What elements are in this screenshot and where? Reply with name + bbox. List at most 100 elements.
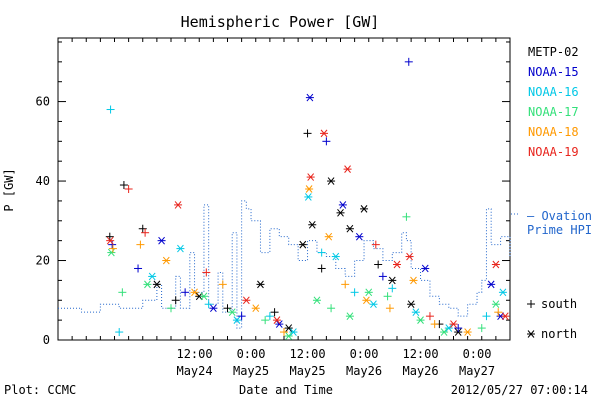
legend-entry-noaa-15: NOAA-15 xyxy=(528,65,579,79)
marker-stroke xyxy=(144,280,151,289)
x-tick-label: 12:00 xyxy=(402,347,438,361)
data-point-noaa-18 xyxy=(362,296,371,305)
data-point-metp-02 xyxy=(308,220,317,229)
data-point-noaa-17 xyxy=(167,304,175,313)
data-point-noaa-15 xyxy=(237,312,246,321)
data-point-noaa-19 xyxy=(272,316,281,324)
data-point-noaa-15 xyxy=(421,264,430,273)
marker-stroke xyxy=(285,332,293,340)
marker-stroke xyxy=(313,296,321,305)
x-tick-label: 12:00 xyxy=(176,347,212,361)
data-point-metp-02 xyxy=(298,240,307,249)
marker-stroke xyxy=(406,252,413,261)
data-point-noaa-18 xyxy=(108,244,117,253)
data-point-metp-02 xyxy=(270,308,279,317)
marker-stroke xyxy=(257,280,264,289)
data-point-noaa-16 xyxy=(115,328,124,337)
data-point-noaa-19 xyxy=(242,296,251,305)
marker-stroke xyxy=(417,316,424,324)
data-point-noaa-19 xyxy=(491,260,500,269)
data-point-noaa-15 xyxy=(404,57,413,66)
marker-stroke xyxy=(158,236,165,245)
plot-area: 0 20 40 60 12:00 May24 0:00 May25 12:00 May25 0:00… xyxy=(36,37,535,378)
data-point-noaa-15 xyxy=(338,201,347,209)
data-point-noaa-17 xyxy=(364,288,373,297)
marker-stroke xyxy=(464,328,472,336)
data-point-noaa-19 xyxy=(124,185,133,193)
marker-stroke xyxy=(412,308,420,317)
legend-symbol-north xyxy=(527,330,535,338)
data-point-metp-02 xyxy=(327,177,336,185)
data-point-noaa-19 xyxy=(343,165,352,173)
data-point-noaa-17 xyxy=(416,316,425,324)
marker-stroke xyxy=(445,324,453,332)
marker-stroke xyxy=(388,276,396,285)
legend-entry-noaa-18: NOAA-18 xyxy=(528,125,579,139)
marker-stroke xyxy=(346,224,354,233)
marker-stroke xyxy=(344,165,351,173)
marker-stroke xyxy=(410,276,417,285)
data-point-metp-02 xyxy=(317,264,326,273)
marker-stroke xyxy=(421,264,429,273)
data-point-metp-02 xyxy=(223,304,232,313)
y-tick-label: 0 xyxy=(43,333,50,347)
x-tick-label: May24 xyxy=(176,364,212,378)
x-tick-label: 0:00 xyxy=(350,347,379,361)
marker-stroke xyxy=(233,316,241,324)
y-tick-label: 20 xyxy=(36,254,50,268)
data-point-noaa-17 xyxy=(261,316,270,325)
data-point-noaa-19 xyxy=(306,173,315,181)
data-point-noaa-17 xyxy=(402,212,411,221)
data-point-noaa-17 xyxy=(491,300,500,309)
x-tick-label: 0:00 xyxy=(463,347,492,361)
data-point-noaa-16 xyxy=(498,288,507,297)
legend-label-north: north xyxy=(541,327,577,341)
data-point-noaa-18 xyxy=(305,185,314,193)
data-point-noaa-15 xyxy=(134,264,143,273)
y-tick-label: 40 xyxy=(36,174,50,188)
marker-stroke xyxy=(527,330,535,338)
marker-stroke xyxy=(487,280,495,289)
marker-stroke xyxy=(363,296,370,305)
data-point-noaa-16 xyxy=(317,248,326,257)
marker-stroke xyxy=(275,320,283,328)
marker-stroke xyxy=(339,201,347,209)
legend: METP-02 NOAA-15 NOAA-16 NOAA-17 NOAA-18 NOAA-… xyxy=(511,45,592,341)
marker-stroke xyxy=(393,260,401,269)
data-point-noaa-16 xyxy=(265,312,274,321)
data-point-metp-02 xyxy=(303,129,312,138)
marker-stroke xyxy=(346,312,354,320)
data-point-noaa-18 xyxy=(430,320,439,329)
x-tick-label: May25 xyxy=(233,364,269,378)
data-point-noaa-17 xyxy=(327,304,336,313)
marker-stroke xyxy=(365,288,373,297)
marker-stroke xyxy=(209,304,217,313)
x-axis-label: Date and Time xyxy=(239,383,333,397)
marker-stroke xyxy=(306,93,314,102)
data-point-metp-02 xyxy=(407,300,416,309)
y-tick-label: 60 xyxy=(36,95,50,109)
marker-stroke xyxy=(492,260,500,269)
data-point-noaa-16 xyxy=(176,244,185,253)
data-point-metp-02 xyxy=(336,209,345,217)
marker-stroke xyxy=(228,308,236,317)
data-point-noaa-16 xyxy=(304,193,313,201)
x-tick-label: 12:00 xyxy=(289,347,325,361)
data-point-noaa-17 xyxy=(477,324,486,333)
data-point-noaa-18 xyxy=(162,256,171,265)
data-point-metp-02 xyxy=(374,260,383,269)
data-point-metp-02 xyxy=(105,232,114,241)
data-point-metp-02 xyxy=(360,205,369,213)
marker-stroke xyxy=(273,316,281,324)
data-point-noaa-15 xyxy=(487,280,496,289)
data-point-noaa-18 xyxy=(409,276,418,285)
data-point-noaa-19 xyxy=(202,268,211,277)
data-point-noaa-19 xyxy=(320,129,329,138)
marker-stroke xyxy=(304,193,312,201)
marker-stroke xyxy=(308,220,316,229)
data-point-noaa-16 xyxy=(444,324,453,332)
data-point-noaa-15 xyxy=(275,320,284,328)
data-point-noaa-18 xyxy=(136,240,145,249)
data-point-noaa-16 xyxy=(369,300,378,309)
marker-stroke xyxy=(299,240,307,249)
